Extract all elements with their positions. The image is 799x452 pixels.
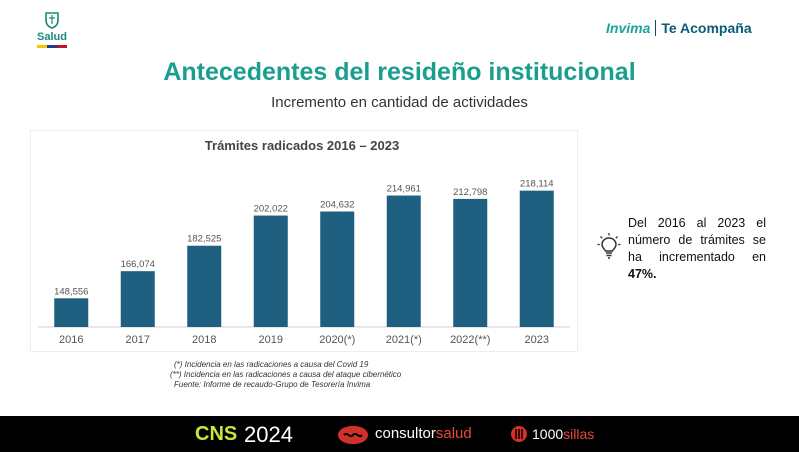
tick-label-2019: 2019 [259, 334, 283, 346]
note-source: Fuente: Informe de recaudo-Grupo de Teso… [174, 380, 371, 389]
coat-of-arms-icon [45, 12, 59, 29]
consultorsalud-logo-icon [338, 426, 368, 444]
bar-2016 [54, 298, 89, 327]
bar-2018 [187, 245, 222, 327]
callout-highlight: 47%. [628, 267, 657, 281]
consultorsalud-wordmark: consultorsalud [375, 425, 472, 442]
tick-label-2023: 2023 [525, 334, 549, 346]
data-label-2016: 148,556 [54, 286, 88, 297]
footer-bar: CNS 2024 consultorsalud 1000sillas [0, 416, 799, 452]
tick-label-2016: 2016 [59, 334, 83, 346]
sillas-word: sillas [563, 426, 595, 442]
bar-2022(**) [453, 198, 488, 327]
chart-notes: (*) Incidencia en las radicaciones a cau… [130, 360, 480, 390]
bar-2017 [120, 271, 155, 327]
consultor-word: consultor [375, 425, 436, 442]
tick-label-2020(*): 2020(*) [319, 334, 355, 346]
data-label-2021(*): 214,961 [387, 184, 421, 195]
bar-2020(*) [320, 211, 355, 327]
note-covid: (*) Incidencia en las radicaciones a cau… [174, 360, 369, 369]
data-label-2017: 166,074 [121, 259, 155, 270]
tick-label-2017: 2017 [126, 334, 150, 346]
1000sillas-wordmark: 1000sillas [532, 426, 594, 442]
salud-word: salud [435, 425, 472, 442]
salud-label: Salud [37, 31, 67, 43]
chart-svg: Trámites radicados 2016 – 2023 148,556 201… [30, 130, 578, 352]
invima-brand: Invima [606, 20, 651, 36]
data-label-2018: 182,525 [187, 234, 221, 245]
lightbulb-icon [597, 233, 621, 259]
data-label-2019: 202,022 [254, 204, 288, 215]
invima-logo: Invima Te Acompaña [606, 20, 752, 36]
page-title: Antecedentes del resideño institucional [163, 58, 636, 86]
note-cyberattack: (**) Incidencia en las radicaciones a ca… [170, 370, 402, 379]
chart-frame [30, 130, 578, 352]
data-label-2020(*): 204,632 [320, 200, 354, 211]
slide: Salud Invima Te Acompaña Antecedentes de… [30, 10, 766, 390]
tick-label-2021(*): 2021(*) [386, 334, 422, 346]
tick-label-2022(**): 2022(**) [450, 334, 490, 346]
callout-body: Del 2016 al 2023 el número de trámites s… [628, 216, 766, 264]
bar-2021(*) [386, 195, 421, 327]
callout-text: Del 2016 al 2023 el número de trámites s… [628, 215, 766, 283]
mil-word: 1000 [532, 426, 564, 442]
1000sillas-logo-icon [511, 426, 527, 442]
chart-title: Trámites radicados 2016 – 2023 [205, 138, 399, 153]
data-label-2022(**): 212,798 [453, 187, 487, 198]
page-subtitle: Incremento en cantidad de actividades [271, 94, 528, 111]
data-label-2023: 218,114 [520, 179, 554, 190]
cns-year: 2024 [244, 422, 293, 447]
salud-logo: Salud [30, 10, 74, 48]
tick-label-2018: 2018 [192, 334, 216, 346]
bar-2019 [253, 215, 288, 327]
colombia-flag-stripe [37, 45, 67, 48]
bar-2023 [519, 190, 554, 327]
cns-label: CNS [195, 423, 238, 445]
invima-tagline: Te Acompaña [661, 20, 752, 36]
divider [655, 20, 657, 36]
bar-chart: Trámites radicados 2016 – 2023 148,556 201… [30, 130, 578, 352]
